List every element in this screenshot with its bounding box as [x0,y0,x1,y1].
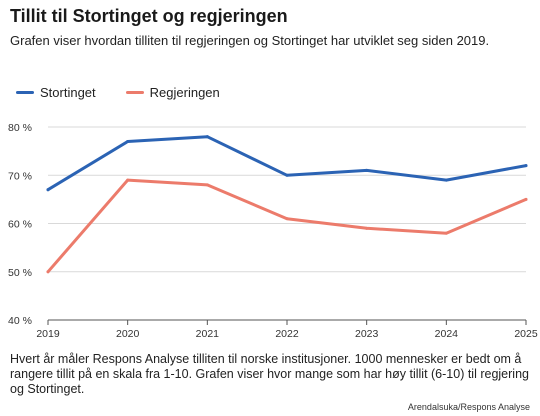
legend-swatch-regjeringen [125,91,144,94]
y-tick-label: 40 % [8,315,32,327]
x-tick-label: 2022 [275,328,299,340]
y-tick-label: 80 % [8,122,32,134]
y-tick-label: 50 % [8,267,32,279]
data-point-regjeringen [46,270,50,274]
data-point-stortinget [205,135,209,139]
chart-subtitle: Grafen viser hvordan tilliten til regjer… [10,33,490,48]
line-chart: 40 % 50 % 60 % 70 % 80 % 2019 2020 2021 2022 2023… [8,122,538,340]
data-point-stortinget [46,188,50,192]
data-point-stortinget [444,178,448,182]
x-tick-label: 2021 [196,328,220,340]
legend-swatch-stortinget [16,91,34,94]
series-line-stortinget [46,135,528,192]
data-point-stortinget [365,168,369,172]
legend: Stortinget Regjeringen [16,85,250,100]
data-point-regjeringen [365,226,369,230]
chart-title: Tillit til Stortinget og regjeringen [10,6,288,26]
y-tick-label: 60 % [8,219,32,231]
x-tick-label: 2019 [36,328,60,340]
data-point-stortinget [126,139,130,143]
data-point-regjeringen [444,231,448,235]
data-point-regjeringen [205,183,209,187]
data-point-stortinget [524,164,528,168]
data-point-regjeringen [285,217,289,221]
legend-label-stortinget: Stortinget [40,85,96,100]
chart-note: Hvert år måler Respons Analyse tilliten … [10,352,529,396]
x-tick-label: 2024 [435,328,459,340]
x-tick-label: 2023 [355,328,379,340]
y-tick-label: 70 % [8,170,32,182]
legend-item-regjeringen: Regjeringen [125,85,220,100]
x-tick-label: 2025 [514,328,538,340]
data-point-regjeringen [524,197,528,201]
series-line-regjeringen [46,178,528,274]
legend-label-regjeringen: Regjeringen [149,85,220,100]
data-point-regjeringen [126,178,130,182]
data-point-stortinget [285,173,289,177]
source-credit: Arendalsuka/Respons Analyse [407,402,530,412]
legend-item-stortinget: Stortinget [16,85,96,100]
x-tick-label: 2020 [116,328,140,340]
